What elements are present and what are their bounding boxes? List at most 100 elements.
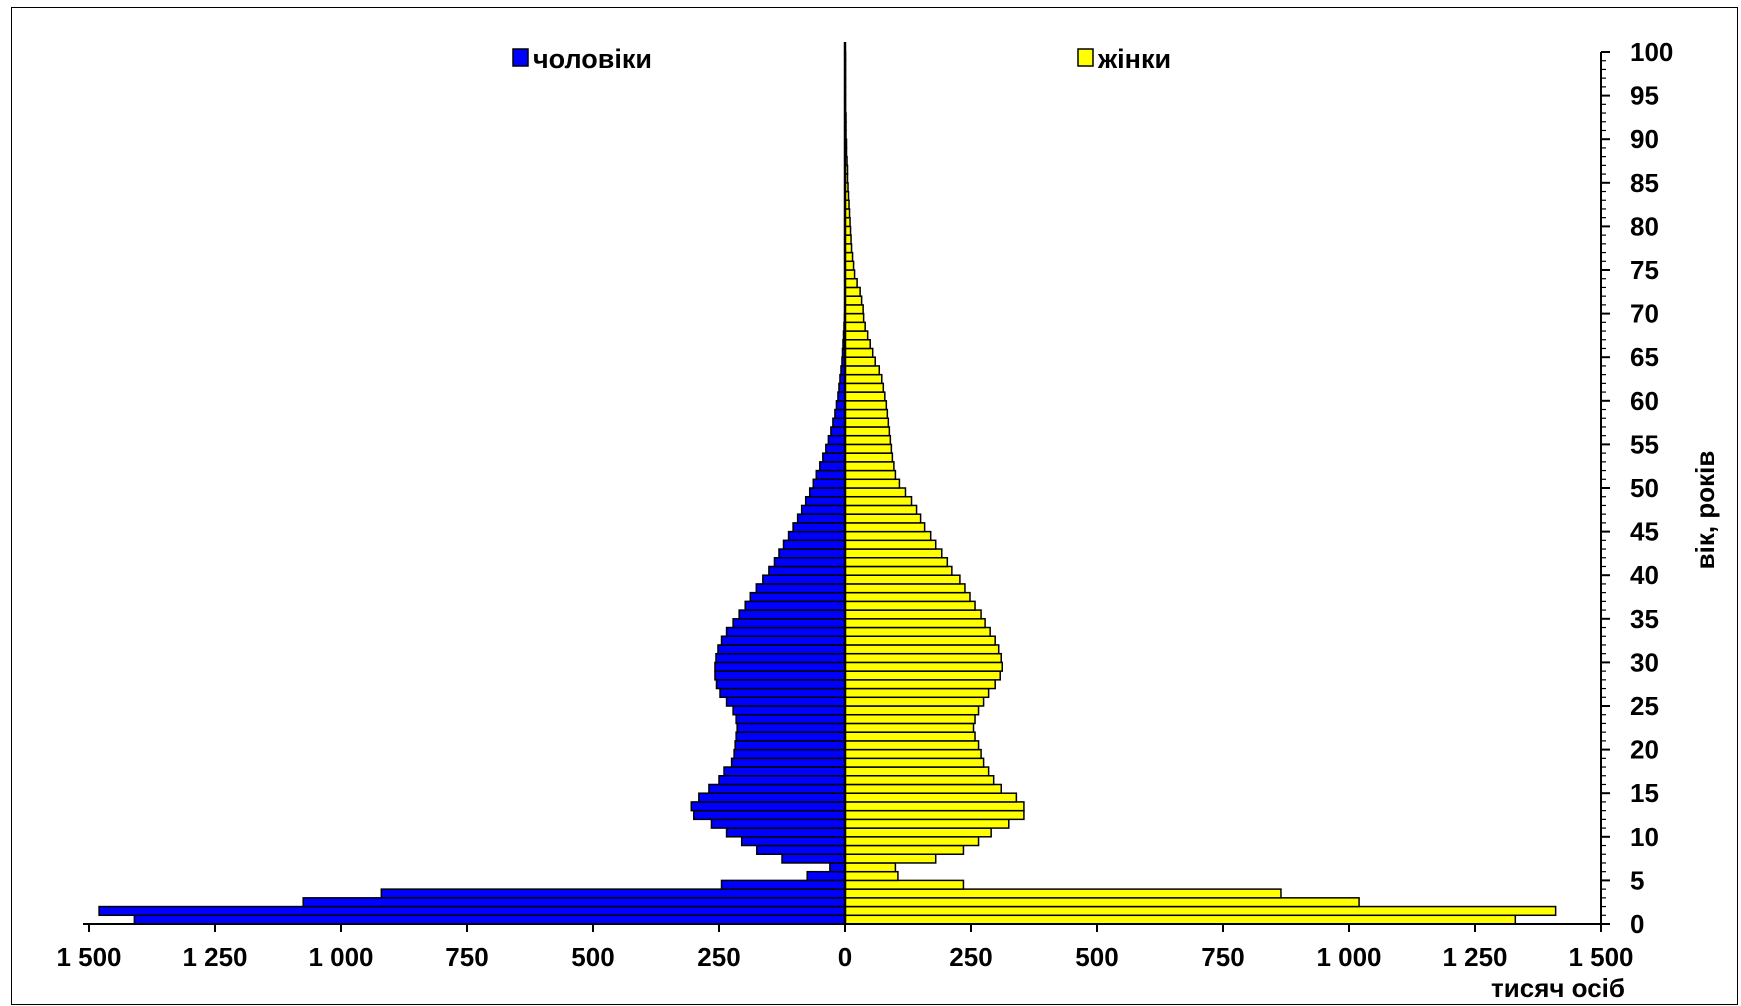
- female-bar-age-75: [844, 260, 855, 271]
- male-bar-age-34: [732, 618, 846, 629]
- female-bar-age-45: [844, 522, 926, 533]
- x-tick-label: 750: [445, 942, 488, 972]
- male-bar-age-27: [715, 679, 846, 690]
- x-tick-label: 500: [571, 942, 614, 972]
- male-bar-age-0: [133, 914, 846, 925]
- female-bar-age-70: [844, 304, 864, 315]
- y-tick-label: 45: [1630, 517, 1659, 547]
- male-bar-age-19: [733, 748, 846, 760]
- male-bar-age-15: [708, 783, 846, 794]
- y-tick-label: 70: [1630, 299, 1659, 329]
- x-tick-label: 1 500: [1568, 942, 1633, 972]
- female-bar-age-68: [844, 321, 866, 332]
- female-bar-age-55: [844, 434, 892, 446]
- female-bar-age-63: [844, 365, 881, 376]
- female-bar-age-46: [844, 513, 922, 524]
- female-bar-age-6: [844, 862, 897, 873]
- female-bar-age-66: [844, 339, 871, 350]
- y-tick-label: 95: [1630, 81, 1659, 111]
- female-bar-age-48: [844, 495, 913, 507]
- female-bar-age-21: [844, 731, 976, 742]
- male-bar-age-20: [734, 740, 846, 751]
- male-bar-age-17: [723, 766, 846, 777]
- female-bar-age-16: [844, 775, 995, 786]
- x-tick-label: 1 000: [1316, 942, 1381, 972]
- female-bar-age-18: [844, 757, 985, 768]
- female-bar-age-25: [844, 696, 985, 707]
- male-bar-age-22: [736, 722, 846, 733]
- x-tick-label: 1 000: [308, 942, 373, 972]
- y-tick-label: 75: [1630, 255, 1659, 285]
- female-bar-age-11: [844, 818, 1010, 829]
- male-bar-age-36: [744, 600, 846, 611]
- female-bar-age-62: [844, 373, 883, 385]
- y-tick-label: 85: [1630, 168, 1659, 198]
- x-tick-label: 500: [1075, 942, 1118, 972]
- female-bar-age-39: [844, 574, 961, 585]
- y-tick-label: 5: [1630, 865, 1644, 895]
- male-bar-age-57: [832, 417, 846, 428]
- female-bar-age-10: [844, 827, 992, 838]
- male-bar-age-48: [804, 495, 846, 507]
- female-bar-age-23: [844, 713, 976, 725]
- female-bar-age-28: [844, 670, 1001, 681]
- female-bar-age-8: [844, 844, 965, 855]
- male-bar-age-6: [829, 862, 846, 873]
- female-bar-age-27: [844, 679, 996, 690]
- male-bar-age-13: [690, 801, 846, 812]
- female-bar-age-49: [844, 487, 907, 498]
- female-bar-age-73: [844, 277, 858, 289]
- x-tick-label: 250: [949, 942, 992, 972]
- female-bar-age-40: [844, 565, 953, 576]
- male-bar-age-12: [693, 809, 846, 821]
- female-bar-age-54: [844, 443, 893, 454]
- male-bar-age-28: [714, 670, 846, 681]
- male-bar-age-50: [812, 478, 846, 489]
- y-tick-label: 35: [1630, 604, 1659, 634]
- female-bar-age-14: [844, 792, 1018, 803]
- y-tick-label: 30: [1630, 647, 1659, 677]
- male-bar-age-40: [768, 565, 846, 576]
- male-bar-age-21: [735, 731, 846, 742]
- male-bar-age-49: [808, 487, 846, 498]
- y-tick-label: 80: [1630, 211, 1659, 241]
- legend: чоловіки жінки: [512, 44, 1171, 74]
- female-bar-age-22: [844, 722, 975, 733]
- female-bar-age-35: [844, 609, 982, 620]
- female-bar-age-0: [844, 914, 1517, 925]
- female-bar-age-53: [844, 452, 894, 463]
- female-bar-age-56: [844, 426, 891, 437]
- chart-frame: [11, 7, 1738, 1005]
- male-bar-age-45: [792, 522, 846, 533]
- y-tick-label: 10: [1630, 822, 1659, 852]
- female-bar-age-26: [844, 687, 990, 699]
- y-tick-label: 50: [1630, 473, 1659, 503]
- female-bar-age-67: [844, 330, 869, 341]
- male-bar-age-8: [756, 844, 846, 855]
- y-tick-label: 40: [1630, 560, 1659, 590]
- male-bar-age-1: [98, 905, 846, 917]
- male-bar-age-33: [725, 626, 846, 637]
- male-bar-age-42: [778, 548, 846, 559]
- female-bar-age-24: [844, 705, 980, 716]
- female-bar-age-74: [844, 269, 856, 280]
- male-bar-age-30: [715, 652, 846, 664]
- female-bar-age-17: [844, 766, 990, 777]
- female-bar-age-71: [844, 295, 863, 306]
- x-axis: 1 500 1 250 1 000 750 500 250 0 250 500 750 1 000 1…: [56, 923, 1634, 972]
- male-bars-group: [98, 312, 846, 925]
- y-axis: 0 5 10 15 20 25 30 35 40 45 50 55 60 65 70 75 80 85 90 95 10…: [1600, 37, 1673, 939]
- male-bar-age-4: [720, 879, 846, 890]
- x-tick-label: 750: [1201, 942, 1244, 972]
- male-bar-age-23: [735, 713, 846, 725]
- female-bar-age-15: [844, 783, 1002, 794]
- male-bar-age-56: [830, 426, 846, 437]
- female-bar-age-34: [844, 618, 986, 629]
- female-bar-age-60: [844, 391, 886, 402]
- y-tick-label: 20: [1630, 735, 1659, 765]
- female-bar-age-2: [844, 897, 1360, 908]
- male-bar-age-29: [714, 661, 846, 672]
- male-bar-age-24: [732, 705, 846, 716]
- y-tick-label: 65: [1630, 342, 1659, 372]
